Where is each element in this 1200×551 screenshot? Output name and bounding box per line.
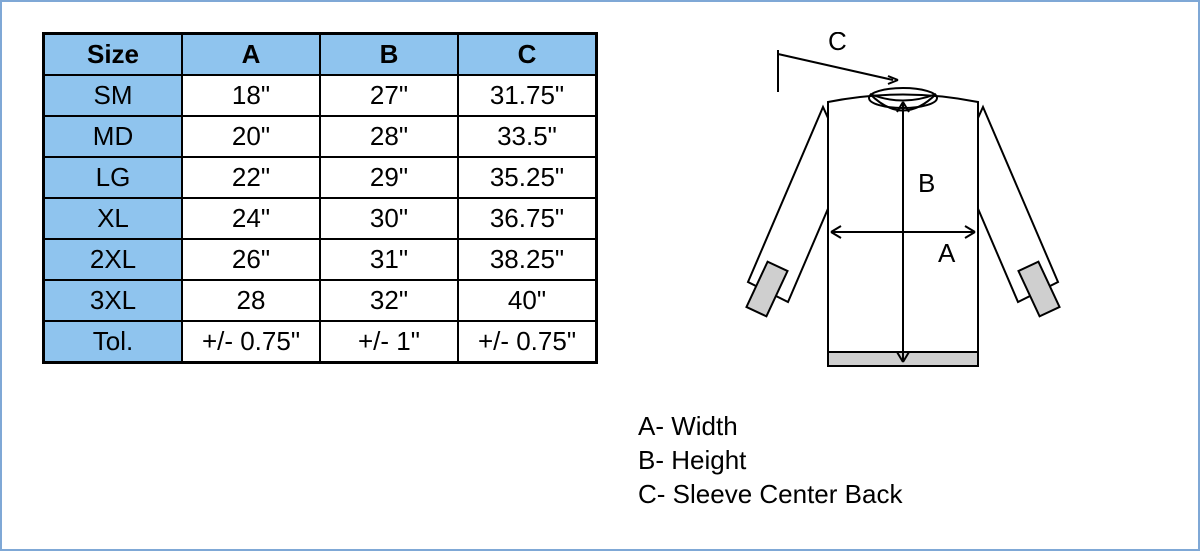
cell-a: +/- 0.75" (182, 321, 320, 363)
diagram-container: C (638, 32, 1138, 511)
shirt-diagram: C (638, 32, 1138, 402)
table-row: SM 18" 27" 31.75" (44, 75, 597, 116)
table-body: SM 18" 27" 31.75" MD 20" 28" 33.5" LG 22… (44, 75, 597, 363)
col-a: A (182, 34, 320, 76)
legend-c: C- Sleeve Center Back (638, 478, 1138, 512)
cell-c: 33.5" (458, 116, 597, 157)
cell-size: 2XL (44, 239, 183, 280)
table-row: 3XL 28 32" 40" (44, 280, 597, 321)
size-chart-table: Size A B C SM 18" 27" 31.75" MD 20" 28" (42, 32, 598, 364)
dim-a-label: A (938, 238, 956, 268)
table-header-row: Size A B C (44, 34, 597, 76)
cell-b: 28" (320, 116, 458, 157)
table-row: Tol. +/- 0.75" +/- 1" +/- 0.75" (44, 321, 597, 363)
table-row: 2XL 26" 31" 38.25" (44, 239, 597, 280)
cell-b: 27" (320, 75, 458, 116)
cell-c: 35.25" (458, 157, 597, 198)
cell-size: MD (44, 116, 183, 157)
cell-size: LG (44, 157, 183, 198)
table-row: LG 22" 29" 35.25" (44, 157, 597, 198)
cell-a: 22" (182, 157, 320, 198)
legend: A- Width B- Height C- Sleeve Center Back (638, 410, 1138, 511)
dim-b-label: B (918, 168, 935, 198)
cell-size: SM (44, 75, 183, 116)
cell-c: 36.75" (458, 198, 597, 239)
cell-c: 40" (458, 280, 597, 321)
cell-b: 30" (320, 198, 458, 239)
cell-b: 32" (320, 280, 458, 321)
legend-a: A- Width (638, 410, 1138, 444)
cell-size: XL (44, 198, 183, 239)
cell-size: 3XL (44, 280, 183, 321)
cell-b: +/- 1" (320, 321, 458, 363)
table-row: XL 24" 30" 36.75" (44, 198, 597, 239)
col-size: Size (44, 34, 183, 76)
cell-c: 31.75" (458, 75, 597, 116)
cell-size: Tol. (44, 321, 183, 363)
cell-a: 20" (182, 116, 320, 157)
cell-b: 31" (320, 239, 458, 280)
page-container: Size A B C SM 18" 27" 31.75" MD 20" 28" (0, 0, 1200, 551)
dim-c-label: C (828, 32, 847, 56)
col-b: B (320, 34, 458, 76)
size-table-container: Size A B C SM 18" 27" 31.75" MD 20" 28" (42, 32, 598, 364)
cell-c: 38.25" (458, 239, 597, 280)
cell-a: 28 (182, 280, 320, 321)
cell-a: 24" (182, 198, 320, 239)
dim-c: C (778, 32, 898, 92)
legend-b: B- Height (638, 444, 1138, 478)
cell-a: 18" (182, 75, 320, 116)
col-c: C (458, 34, 597, 76)
cell-a: 26" (182, 239, 320, 280)
table-row: MD 20" 28" 33.5" (44, 116, 597, 157)
cell-b: 29" (320, 157, 458, 198)
cell-c: +/- 0.75" (458, 321, 597, 363)
